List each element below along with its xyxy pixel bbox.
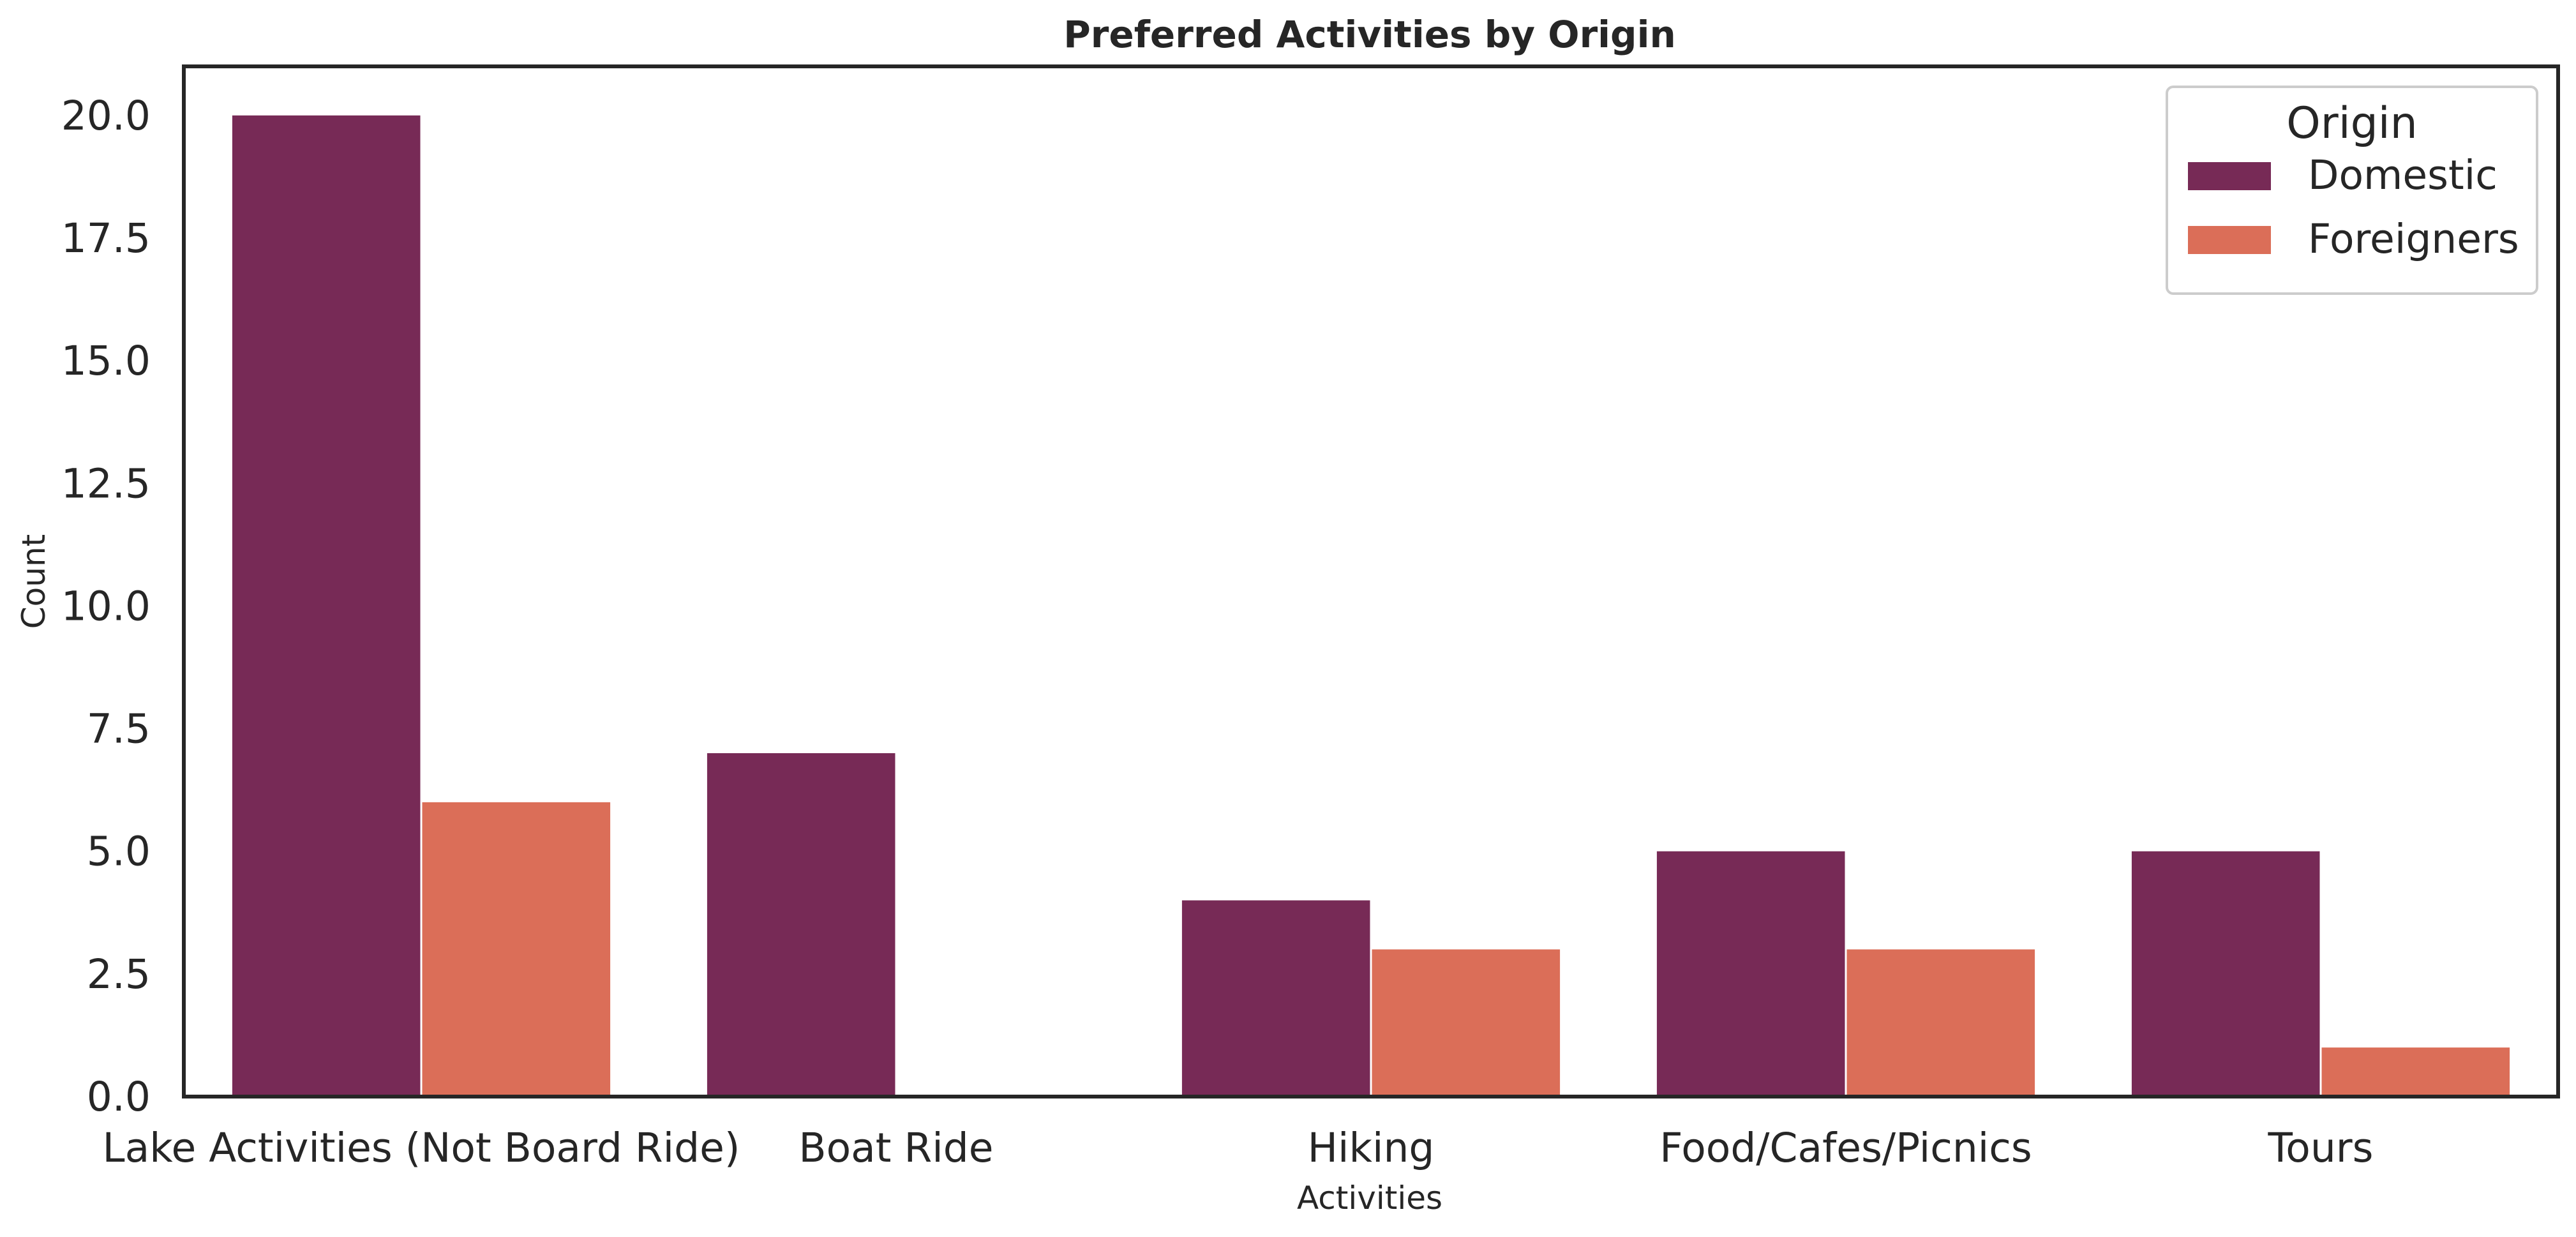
- y-tick-label: 5.0: [87, 828, 151, 875]
- x-axis-label: Activities: [1297, 1180, 1442, 1217]
- chart-title: Preferred Activities by Origin: [1063, 13, 1676, 56]
- x-tick-label: Food/Cafes/Picnics: [1659, 1125, 2032, 1171]
- y-tick-label: 17.5: [61, 215, 151, 262]
- x-tick-label: Boat Ride: [798, 1125, 993, 1171]
- legend-swatch-domestic: [2188, 162, 2271, 190]
- y-axis-label: Count: [15, 534, 52, 629]
- bar-foreigners-tours: [2321, 1047, 2510, 1097]
- x-tick-label: Hiking: [1308, 1125, 1435, 1171]
- legend-items: Domestic Foreigners: [2188, 152, 2519, 262]
- bar-foreigners-food-cafes-picnics: [1846, 949, 2035, 1097]
- y-tick-label: 12.5: [61, 460, 151, 507]
- bar-domestic-tours: [2131, 851, 2320, 1097]
- legend-label-domestic: Domestic: [2308, 152, 2497, 199]
- y-tick-label: 10.0: [61, 583, 151, 629]
- bar-domestic-food-cafes-picnics: [1656, 851, 1845, 1097]
- legend-title: Origin: [2286, 98, 2418, 149]
- bar-foreigners-hiking: [1372, 949, 1561, 1097]
- plot-frame: [182, 64, 2560, 1098]
- legend: Origin Domestic Foreigners: [2166, 86, 2538, 295]
- x-tick-label: Lake Activities (Not Board Ride): [103, 1125, 740, 1171]
- bars-group: [232, 115, 2510, 1097]
- y-tick-label: 7.5: [87, 706, 151, 753]
- bar-foreigners-lake-activities-not-board-ride: [422, 802, 611, 1097]
- bar-domestic-hiking: [1181, 900, 1370, 1097]
- legend-swatch-foreigners: [2188, 226, 2271, 254]
- y-tick-label: 2.5: [87, 951, 151, 998]
- legend-label-foreigners: Foreigners: [2308, 216, 2519, 262]
- bar-domestic-lake-activities-not-board-ride: [232, 115, 421, 1097]
- bar-domestic-boat-ride: [707, 753, 895, 1097]
- y-axis-ticks: 0.0 2.5 5.0 7.5 10.0 12.5 15.0 17.5 20.0: [61, 93, 151, 1120]
- y-tick-label: 15.0: [61, 338, 151, 384]
- y-tick-label: 0.0: [87, 1074, 151, 1120]
- y-tick-label: 20.0: [61, 93, 151, 139]
- x-tick-label: Tours: [2268, 1125, 2374, 1171]
- x-axis-ticks: Lake Activities (Not Board Ride) Boat Rid…: [103, 1125, 2374, 1171]
